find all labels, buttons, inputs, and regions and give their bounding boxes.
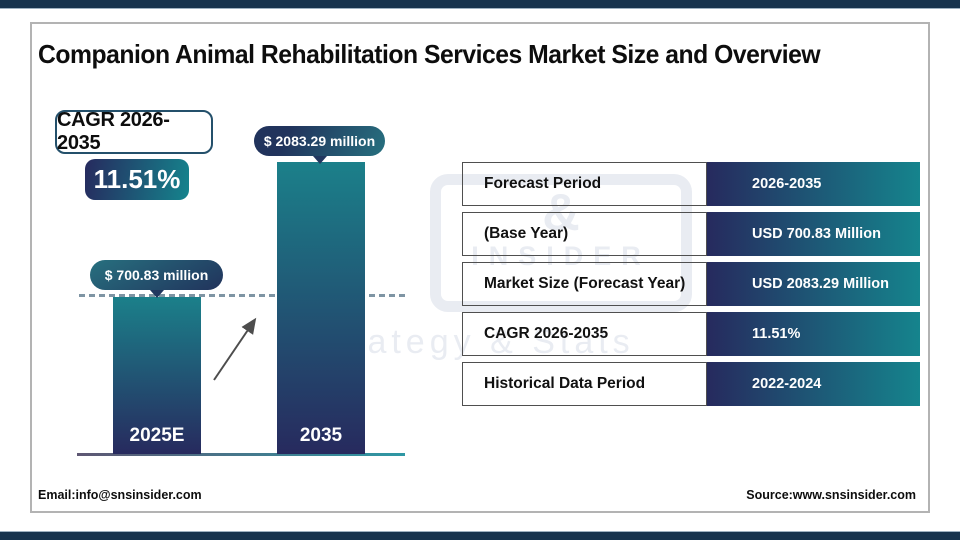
- cagr-value: 11.51%: [93, 164, 181, 194]
- footer-source: Source:www.snsinsider.com: [746, 488, 916, 502]
- value-bubble-2035: $ 2083.29 million: [254, 126, 385, 156]
- value-bubble-2025: $ 700.83 million: [90, 260, 223, 290]
- table-row-label: Forecast Period: [462, 162, 707, 206]
- cagr-period-box: CAGR 2026-2035: [55, 109, 213, 154]
- top-border-bar: [0, 0, 960, 9]
- table-row: (Base Year) USD 700.83 Million: [462, 212, 920, 256]
- footer-email: Email:info@snsinsider.com: [38, 488, 202, 502]
- content-frame: Companion Animal Rehabilitation Services…: [30, 22, 930, 513]
- bar-2035: 2035: [277, 162, 365, 454]
- table-row-label: CAGR 2026-2035: [462, 312, 707, 356]
- table-row: Market Size (Forecast Year) USD 2083.29 …: [462, 262, 920, 306]
- value-label-2035: $ 2083.29 million: [263, 133, 376, 149]
- cagr-value-pill: 11.51%: [85, 159, 189, 200]
- bar-category-2025: 2025E: [129, 425, 185, 446]
- table-row: CAGR 2026-2035 11.51%: [462, 312, 920, 356]
- table-row-label: Market Size (Forecast Year): [462, 262, 707, 306]
- cagr-period-label: CAGR 2026-2035: [57, 109, 170, 154]
- table-row-label: Historical Data Period: [462, 362, 707, 406]
- value-label-2025: $ 700.83 million: [104, 267, 209, 283]
- bar-category-2035: 2035: [299, 425, 343, 446]
- bar-2025: 2025E: [113, 297, 201, 454]
- table-row: Historical Data Period 2022-2024: [462, 362, 920, 406]
- table-row-value: USD 2083.29 Million: [707, 262, 920, 306]
- market-overview-table: Forecast Period 2026-2035 (Base Year) US…: [462, 162, 920, 412]
- table-row-value: 11.51%: [707, 312, 920, 356]
- growth-arrow-icon: [213, 317, 257, 381]
- table-row-label: (Base Year): [462, 212, 707, 256]
- page-title: Companion Animal Rehabilitation Services…: [38, 39, 821, 69]
- table-row-value: 2022-2024: [707, 362, 920, 406]
- chart-baseline: [77, 453, 405, 456]
- table-row-value: USD 700.83 Million: [707, 212, 920, 256]
- table-row-value: 2026-2035: [707, 162, 920, 206]
- bottom-border-bar: [0, 531, 960, 540]
- table-row: Forecast Period 2026-2035: [462, 162, 920, 206]
- reference-dashed-line: [79, 294, 405, 297]
